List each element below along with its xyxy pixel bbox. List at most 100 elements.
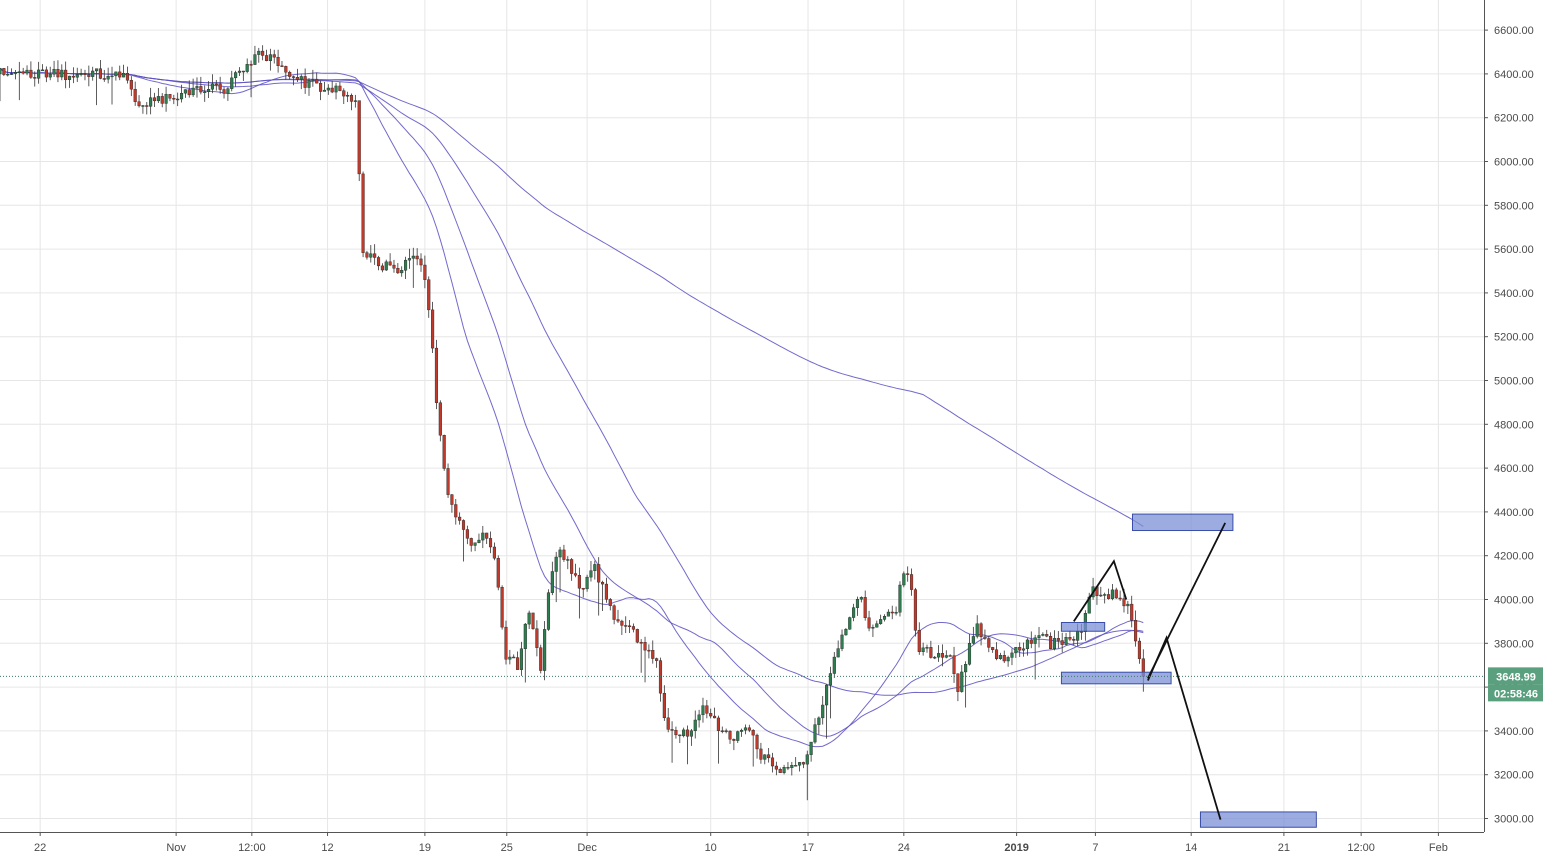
candle-body xyxy=(214,83,218,86)
candle-body xyxy=(917,630,921,652)
candle-body xyxy=(326,87,330,91)
candle-body xyxy=(431,309,435,349)
candle-body xyxy=(825,684,829,706)
candle-body xyxy=(1045,634,1049,637)
candle-body xyxy=(1006,657,1010,662)
candle-body xyxy=(975,623,979,637)
candle-body xyxy=(670,729,674,731)
x-tick-label: 21 xyxy=(1278,842,1290,854)
y-tick-label: 4800.00 xyxy=(1494,419,1534,431)
countdown-value: 02:58:46 xyxy=(1494,688,1538,700)
candle-body xyxy=(369,253,373,258)
candle-body xyxy=(500,587,504,628)
candle-body xyxy=(987,638,991,648)
candle-body xyxy=(767,754,771,759)
candle-body xyxy=(998,655,1002,659)
moving-averages xyxy=(0,67,1144,748)
candle-body xyxy=(828,673,832,686)
y-tick-label: 4400.00 xyxy=(1494,507,1534,519)
target-zone-box xyxy=(1199,811,1317,828)
candle-body xyxy=(840,634,844,649)
candle-body xyxy=(821,704,825,719)
candle-body xyxy=(122,72,126,78)
candle-body xyxy=(628,625,632,628)
x-tick-label: 25 xyxy=(501,842,513,854)
candle-body xyxy=(1103,594,1107,596)
candle-body xyxy=(137,101,141,107)
candle-body xyxy=(1068,637,1072,640)
candle-body xyxy=(964,664,968,673)
candle-body xyxy=(145,105,149,107)
candle-body xyxy=(890,611,894,614)
candle-body xyxy=(191,87,195,96)
candle-body xyxy=(469,538,473,546)
candle-body xyxy=(384,261,388,271)
candle-body xyxy=(740,729,744,732)
x-tick-label: Feb xyxy=(1429,842,1448,854)
candle-body xyxy=(264,55,269,62)
candle-body xyxy=(620,620,624,626)
candle-body xyxy=(608,599,612,606)
candle-body xyxy=(859,597,863,600)
candle-body xyxy=(496,558,500,588)
candle-body xyxy=(114,71,118,77)
candle-body xyxy=(237,70,242,73)
x-tick-label: 14 xyxy=(1185,842,1197,854)
projection-line xyxy=(1073,559,1128,622)
candle-body xyxy=(1126,603,1130,607)
candle-body xyxy=(199,86,203,93)
candle-body xyxy=(102,78,106,80)
candle-body xyxy=(871,627,875,629)
candle-body xyxy=(983,636,987,639)
candle-body xyxy=(674,730,678,736)
candle-body xyxy=(940,653,945,658)
candle-body xyxy=(604,583,608,600)
candle-body xyxy=(407,258,411,261)
candle-body xyxy=(655,658,659,661)
candle-body xyxy=(234,72,238,79)
candle-body xyxy=(863,597,867,618)
candle-body xyxy=(0,68,2,75)
candle-body xyxy=(1025,639,1029,650)
candle-body xyxy=(295,76,299,80)
candle-body xyxy=(852,607,856,618)
last-price-value: 3648.99 xyxy=(1496,671,1536,683)
candle-body xyxy=(848,617,852,630)
candle-body xyxy=(763,754,767,760)
candle-body xyxy=(280,65,284,67)
candle-body xyxy=(488,538,493,548)
candle-body xyxy=(338,85,342,91)
candle-body xyxy=(732,739,736,741)
x-tick-label: 10 xyxy=(705,842,717,854)
candle-body xyxy=(836,648,840,658)
moving-average-60 xyxy=(0,67,1144,527)
candle-body xyxy=(585,576,589,590)
candle-body xyxy=(535,628,539,648)
candle-body xyxy=(600,581,605,585)
candle-body xyxy=(925,647,929,649)
candle-body xyxy=(786,767,790,769)
candle-body xyxy=(1114,589,1118,599)
candle-body xyxy=(979,623,983,638)
candle-body xyxy=(450,494,454,505)
candle-body xyxy=(790,765,794,768)
candle-body xyxy=(458,516,462,521)
candle-body xyxy=(442,435,446,469)
candle-body xyxy=(770,757,775,767)
candle-body xyxy=(523,623,527,649)
moving-average-7 xyxy=(0,67,1144,748)
candle-body xyxy=(44,69,48,78)
candle-body xyxy=(485,532,489,539)
y-tick-label: 4000.00 xyxy=(1494,595,1534,607)
candle-body xyxy=(110,75,114,78)
candle-body xyxy=(473,542,477,546)
y-tick-label: 6200.00 xyxy=(1494,113,1534,125)
candle-body xyxy=(539,647,543,671)
candle-body xyxy=(438,402,442,436)
x-tick-label: Dec xyxy=(577,842,597,854)
candle-body xyxy=(307,80,311,88)
candle-body xyxy=(176,98,180,101)
